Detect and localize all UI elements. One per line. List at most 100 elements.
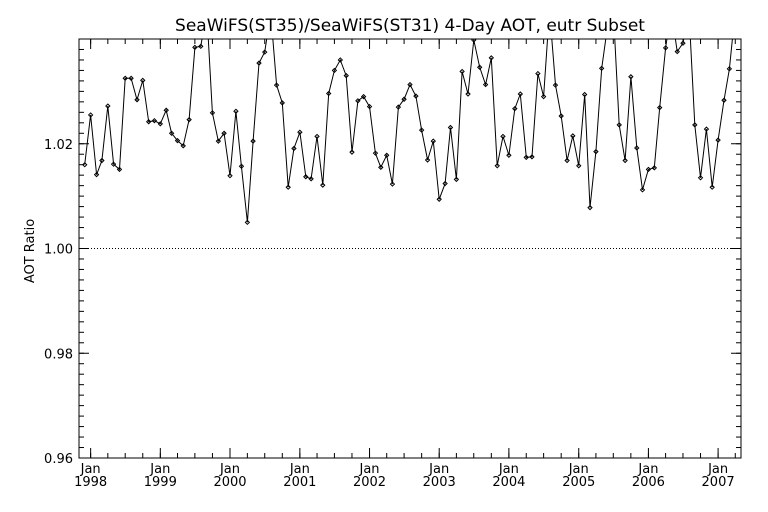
data-point — [279, 100, 286, 106]
data-point — [634, 145, 640, 151]
data-point — [174, 137, 181, 144]
data-point — [459, 68, 465, 75]
data-point — [692, 122, 698, 128]
data-point — [395, 104, 402, 110]
data-point — [674, 48, 680, 55]
data-point — [303, 174, 309, 180]
x-tick-year: 2007 — [702, 475, 735, 490]
data-point — [256, 60, 262, 66]
data-point — [656, 104, 663, 111]
data-point — [593, 148, 599, 155]
data-point — [186, 116, 192, 123]
data-point — [500, 133, 506, 140]
data-point — [587, 204, 593, 211]
data-point — [465, 91, 471, 97]
data-point — [157, 121, 164, 127]
y-tick-label: 0.96 — [44, 452, 73, 467]
x-tick-year: 2006 — [632, 475, 665, 490]
x-tick-year: 1999 — [144, 475, 177, 490]
data-point — [372, 150, 379, 156]
data-point — [82, 161, 88, 168]
data-point — [413, 93, 419, 99]
data-point — [215, 138, 222, 144]
data-point — [233, 108, 239, 114]
data-point — [523, 154, 529, 161]
data-points — [82, 8, 737, 226]
y-tick-label: 0.98 — [44, 347, 73, 362]
data-point — [488, 55, 495, 61]
data-point — [721, 97, 727, 103]
data-point — [540, 93, 547, 100]
x-tick-month: Jan — [289, 462, 310, 477]
plot-area — [82, 8, 737, 226]
x-tick-year: 2005 — [562, 475, 595, 490]
y-axis: 0.96 0.98 1.00 1.02 — [44, 38, 741, 467]
data-point — [320, 182, 326, 188]
data-point — [180, 143, 186, 149]
data-point — [622, 157, 628, 164]
x-tick-month: Jan — [707, 462, 728, 477]
data-point — [269, 11, 273, 15]
data-point — [349, 149, 355, 155]
data-point — [662, 45, 669, 51]
data-point — [128, 75, 134, 81]
data-point — [639, 187, 646, 193]
data-point — [378, 164, 384, 171]
data-point — [733, 8, 737, 12]
data-point — [645, 166, 652, 173]
data-point — [205, 8, 209, 12]
data-point — [506, 152, 512, 158]
chart-title: SeaWiFS(ST35)/SeaWiFS(ST31) 4-Day AOT, e… — [175, 16, 645, 36]
data-point — [198, 43, 204, 50]
data-point — [581, 91, 588, 98]
data-point — [168, 130, 175, 136]
data-point — [548, 8, 552, 12]
data-point — [250, 138, 256, 144]
data-point — [134, 97, 140, 103]
data-point — [616, 122, 622, 128]
data-point — [611, 8, 615, 12]
data-point — [430, 138, 436, 144]
data-point — [598, 65, 605, 72]
data-point — [552, 82, 559, 88]
data-point — [291, 145, 297, 152]
x-axis: Jan1998Jan1999Jan2000Jan2001Jan2002Jan20… — [74, 39, 736, 490]
data-point — [436, 196, 442, 202]
data-point — [709, 184, 715, 190]
data-point — [407, 81, 413, 88]
data-point — [389, 181, 396, 187]
data-point — [87, 112, 94, 118]
data-point — [669, 8, 673, 12]
y-tick-label: 1.00 — [44, 243, 73, 258]
data-point — [331, 67, 338, 74]
data-point — [558, 113, 564, 119]
data-point — [99, 157, 105, 164]
data-point — [140, 77, 146, 84]
data-point — [726, 66, 733, 72]
data-point — [535, 70, 541, 77]
data-point — [384, 152, 390, 158]
data-point — [355, 98, 361, 104]
data-point — [442, 180, 448, 187]
x-tick-month: Jan — [498, 462, 519, 477]
x-tick-year: 2001 — [283, 475, 316, 490]
y-axis-label: AOT Ratio — [23, 219, 38, 283]
data-point — [285, 184, 291, 190]
data-point — [116, 166, 123, 173]
plot-frame — [78, 38, 742, 459]
data-point — [576, 163, 582, 169]
data-point — [401, 96, 407, 102]
data-point — [227, 172, 233, 179]
x-tick-month: Jan — [149, 462, 170, 477]
x-tick-month: Jan — [219, 462, 240, 477]
data-point — [529, 154, 535, 160]
x-tick-year: 2000 — [213, 475, 246, 490]
x-tick-month: Jan — [80, 462, 101, 477]
data-point — [110, 161, 117, 167]
data-point — [570, 133, 576, 139]
data-point — [122, 75, 128, 81]
data-point — [360, 93, 367, 100]
data-point — [687, 8, 691, 12]
data-point — [145, 119, 152, 125]
